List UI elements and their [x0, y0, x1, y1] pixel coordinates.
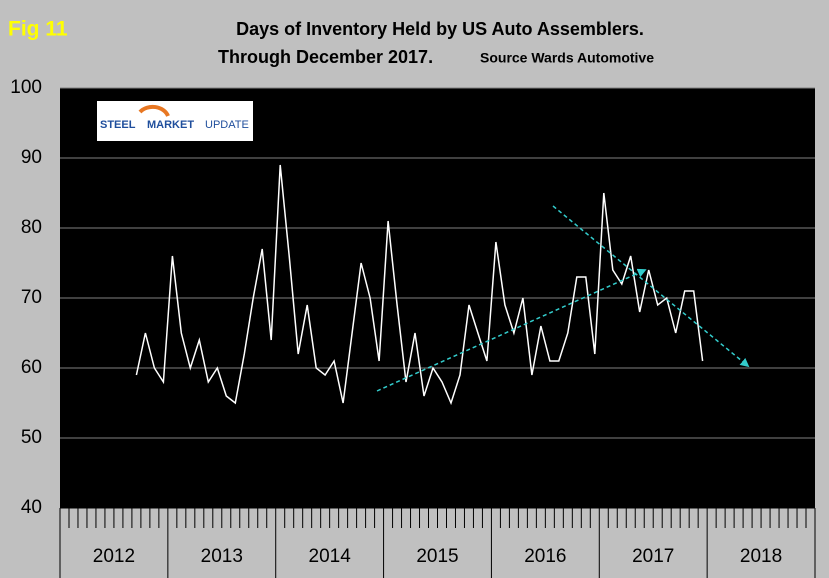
x-group-label: 2015	[416, 546, 458, 567]
data-line	[135, 164, 704, 406]
trend-arrow	[376, 268, 647, 392]
x-group-label: 2016	[524, 546, 566, 567]
y-tick-label: 50	[21, 427, 42, 448]
x-group-label: 2012	[93, 546, 135, 567]
y-tick-label: 60	[21, 357, 42, 378]
logo-swoosh	[138, 104, 170, 117]
x-group-label: 2018	[740, 546, 782, 567]
x-group-label: 2013	[201, 546, 243, 567]
y-tick-label: 70	[21, 287, 42, 308]
x-group-label: 2014	[309, 546, 352, 567]
y-tick-label: 90	[21, 147, 42, 168]
y-tick-label: 80	[21, 217, 42, 238]
chart-subtitle: Through December 2017.	[218, 47, 433, 67]
logo-box	[97, 101, 253, 141]
y-tick-label: 40	[21, 497, 42, 518]
logo: STEEL MARKET UPDATE	[97, 101, 253, 141]
x-group-label: 2017	[632, 546, 674, 567]
figure-label: Fig 11	[8, 18, 68, 41]
y-tick-label: 100	[10, 77, 42, 98]
logo-text: STEEL	[100, 119, 136, 131]
chart-title: Days of Inventory Held by US Auto Assemb…	[236, 19, 644, 39]
trend-arrow	[552, 205, 750, 368]
chart-source: Source Wards Automotive	[480, 50, 654, 66]
logo-text: UPDATE	[205, 119, 249, 131]
logo-text: MARKET	[147, 119, 194, 131]
